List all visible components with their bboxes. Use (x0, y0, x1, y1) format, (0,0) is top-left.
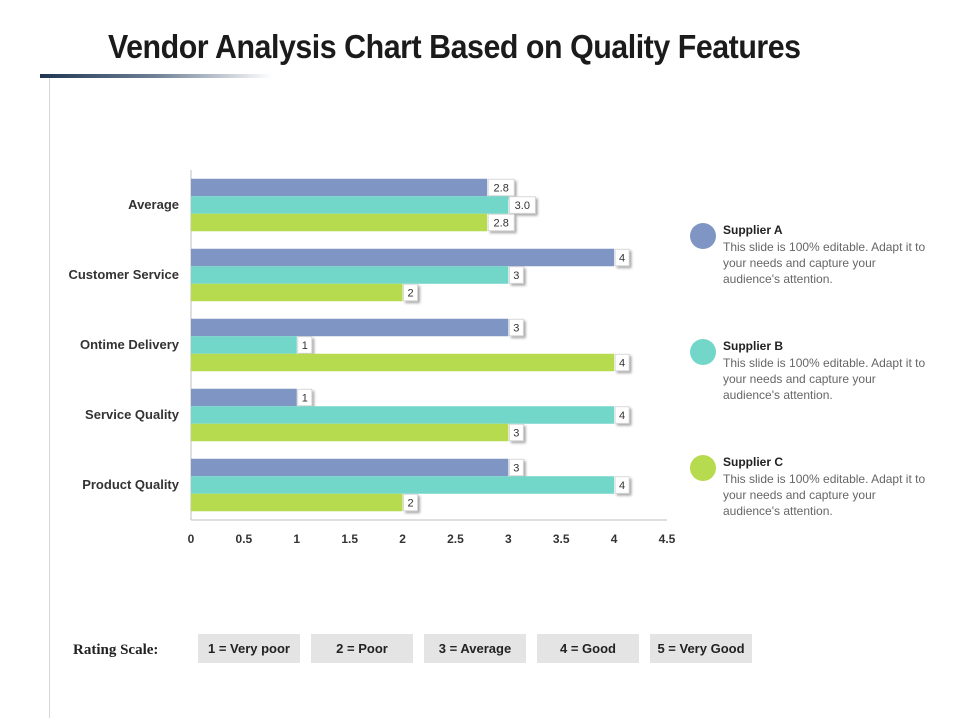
data-label-box (614, 406, 630, 424)
bar (191, 476, 615, 494)
category-label: Product Quality (82, 477, 180, 492)
data-label: 2.8 (494, 218, 509, 230)
x-tick-label: 2.5 (447, 532, 464, 546)
data-label-box (508, 423, 524, 442)
legend-description: This slide is 100% editable. Adapt it to… (723, 472, 926, 518)
category-label: Average (128, 197, 179, 212)
bar (191, 283, 403, 302)
title-underline (40, 74, 272, 78)
rating-item-2: 2 = Poor (311, 634, 413, 663)
left-divider (49, 78, 50, 718)
data-label: 3 (513, 270, 519, 282)
data-label-box (297, 336, 313, 354)
data-label: 3 (513, 323, 519, 335)
legend-swatch-supplier-c (690, 455, 716, 481)
bar (191, 493, 403, 512)
x-tick-label: 1 (293, 532, 300, 546)
data-label: 1 (302, 340, 308, 352)
x-tick-label: 3 (505, 532, 512, 546)
data-label-box (487, 213, 515, 232)
data-label: 4 (619, 358, 625, 370)
x-tick-label: 1.5 (341, 532, 358, 546)
bar (191, 248, 615, 267)
data-label: 2.8 (494, 183, 509, 195)
bar (191, 406, 615, 424)
data-label: 4 (619, 253, 625, 265)
legend-name: Supplier C (723, 455, 784, 469)
data-label: 4 (619, 410, 625, 422)
data-label-box (508, 266, 524, 284)
x-tick-label: 4 (611, 532, 618, 546)
data-label-box (508, 318, 524, 337)
data-label-box (614, 353, 630, 372)
data-label-box (614, 248, 630, 267)
page-title: Vendor Analysis Chart Based on Quality F… (108, 28, 801, 65)
bar (191, 423, 509, 442)
data-label: 4 (619, 480, 625, 492)
rating-item-5: 5 = Very Good (650, 634, 752, 663)
rating-item-1: 1 = Very poor (198, 634, 300, 663)
x-tick-label: 0.5 (236, 532, 253, 546)
rating-item-4: 4 = Good (537, 634, 639, 663)
data-label: 3 (513, 428, 519, 440)
bar (191, 388, 297, 407)
legend-swatch-supplier-a (690, 223, 716, 249)
bar (191, 353, 615, 372)
bar (191, 178, 488, 197)
data-label: 3 (513, 463, 519, 475)
rating-scale-label: Rating Scale: (73, 642, 159, 658)
bar (191, 196, 509, 214)
data-label-box (508, 458, 524, 477)
data-label: 2 (407, 288, 413, 300)
data-label: 2 (407, 498, 413, 510)
bar (191, 266, 509, 284)
category-label: Customer Service (68, 267, 179, 282)
x-tick-label: 4.5 (659, 532, 676, 546)
rating-item-3: 3 = Average (424, 634, 526, 663)
data-label-box (614, 476, 630, 494)
data-label-box (403, 493, 418, 512)
x-tick-label: 3.5 (553, 532, 570, 546)
legend-description: This slide is 100% editable. Adapt it to… (723, 240, 926, 286)
bar (191, 213, 488, 232)
legend-name: Supplier B (723, 339, 784, 353)
category-label: Service Quality (85, 407, 180, 422)
data-label-box (403, 283, 418, 302)
legend-description: This slide is 100% editable. Adapt it to… (723, 356, 926, 402)
data-label-box (487, 178, 515, 197)
legend-swatch-supplier-b (690, 339, 716, 365)
bar (191, 336, 297, 354)
x-tick-label: 2 (399, 532, 406, 546)
data-label: 1 (302, 393, 308, 405)
bar (191, 318, 509, 337)
bar (191, 458, 509, 477)
data-label-box (297, 388, 313, 407)
x-tick-label: 0 (188, 532, 195, 546)
category-label: Ontime Delivery (80, 337, 180, 352)
legend-name: Supplier A (723, 223, 783, 237)
data-label-box (508, 196, 536, 214)
data-label: 3.0 (515, 200, 530, 212)
